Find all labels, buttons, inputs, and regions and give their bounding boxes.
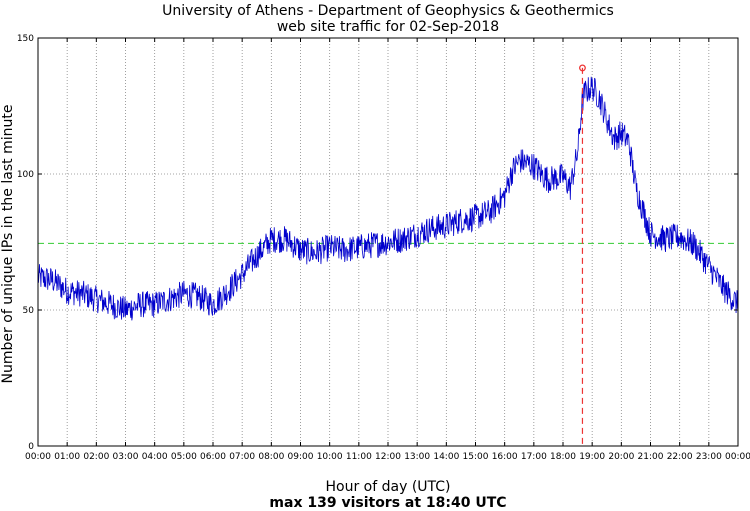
x-axis-ticks: 00:00 01:00 02:00 03:00 04:00 05:00 06:00 07:00… xyxy=(25,38,750,462)
x-tick-label: 23:00 xyxy=(696,452,722,462)
x-tick-label: 14:00 xyxy=(433,452,459,462)
x-tick-label: 20:00 xyxy=(608,452,634,462)
y-tick-label: 0 xyxy=(28,442,34,452)
y-tick-label: 150 xyxy=(17,34,34,44)
x-tick-label: 13:00 xyxy=(404,452,430,462)
x-tick-label: 17:00 xyxy=(521,452,547,462)
x-tick-label: 15:00 xyxy=(463,452,489,462)
x-tick-label: 16:00 xyxy=(492,452,518,462)
x-tick-label: 09:00 xyxy=(288,452,314,462)
y-axis-label: Number of unique IPs in the last minute xyxy=(0,105,16,384)
x-tick-label: 06:00 xyxy=(200,452,226,462)
x-tick-label: 12:00 xyxy=(375,452,401,462)
x-axis-label: Hour of day (UTC) xyxy=(326,479,451,495)
max-point-marker xyxy=(579,64,586,72)
x-tick-label: 11:00 xyxy=(346,452,372,462)
y-axis-ticks: 0 50 100 150 xyxy=(17,34,738,452)
x-tick-label: 07:00 xyxy=(229,452,255,462)
x-tick-label: 10:00 xyxy=(317,452,343,462)
x-tick-label: 19:00 xyxy=(579,452,605,462)
x-tick-label: 02:00 xyxy=(83,452,109,462)
x-tick-label: 00:00 xyxy=(25,452,51,462)
y-tick-label: 100 xyxy=(17,170,34,180)
chart-subtitle: web site traffic for 02-Sep-2018 xyxy=(277,19,499,35)
x-tick-label: 18:00 xyxy=(550,452,576,462)
y-tick-label: 50 xyxy=(23,306,35,316)
chart-title: University of Athens - Department of Geo… xyxy=(162,3,614,19)
x-tick-label: 03:00 xyxy=(113,452,139,462)
x-tick-label: 05:00 xyxy=(171,452,197,462)
x-tick-label: 00:00 xyxy=(725,452,750,462)
x-tick-label: 04:00 xyxy=(142,452,168,462)
visitors-series-line xyxy=(37,76,739,321)
x-tick-label: 21:00 xyxy=(638,452,664,462)
x-tick-label: 01:00 xyxy=(54,452,80,462)
x-tick-label: 22:00 xyxy=(667,452,693,462)
x-tick-label: 08:00 xyxy=(258,452,284,462)
max-markers xyxy=(579,64,586,446)
max-visitors-note: max 139 visitors at 18:40 UTC xyxy=(269,495,506,511)
